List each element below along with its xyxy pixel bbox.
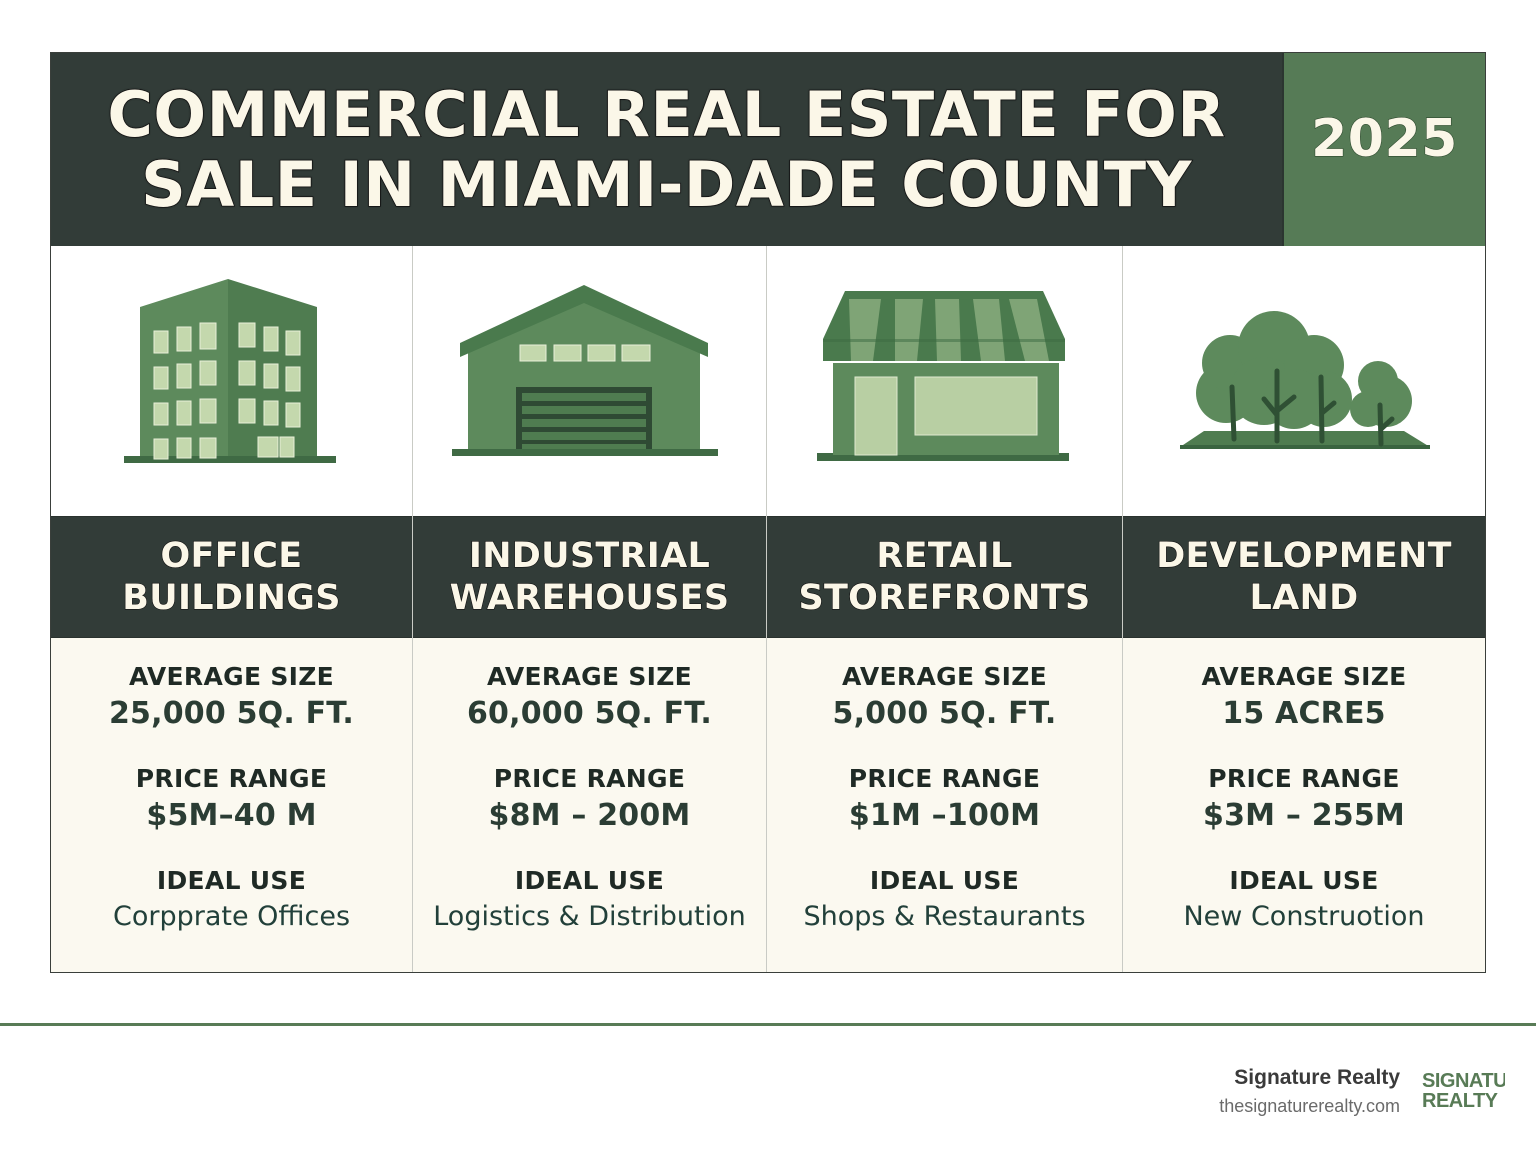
ideal-use-value: New Construotion [1183, 901, 1425, 932]
logo-line-2: REALTY [1422, 1090, 1498, 1112]
category-name: INDUSTRIAL WAREHOUSES [413, 516, 766, 638]
title-line-1: COMMERCIAL REAL ESTATE FOR [107, 77, 1226, 151]
category-name: DEVELOPMENT LAND [1123, 516, 1485, 638]
average-size-value: 15 ACRE5 [1222, 696, 1386, 731]
category-retail: RETAIL STOREFRONTS AVERAGE SIZE 5,000 5Q… [767, 246, 1123, 972]
average-size-label: AVERAGE SIZE [486, 662, 693, 691]
category-name: RETAIL STOREFRONTS [767, 516, 1122, 638]
category-land: DEVELOPMENT LAND AVERAGE SIZE 15 ACRE5 P… [1123, 246, 1485, 972]
title-line-2: SALE IN MIAMI-DADE COUNTY [140, 147, 1192, 221]
warehouse-icon [451, 285, 718, 456]
title-box: COMMERCIAL REAL ESTATE FOR SALE IN MIAMI… [51, 53, 1284, 246]
category-name-line-1: OFFICE [160, 535, 303, 576]
category-name-line-2: WAREHOUSES [449, 577, 730, 618]
category-name-line-2: LAND [1249, 577, 1359, 618]
price-range-label: PRICE RANGE [1208, 764, 1400, 793]
average-size-label: AVERAGE SIZE [128, 662, 335, 691]
average-size-label: AVERAGE SIZE [1201, 662, 1407, 691]
footer-brand: Signature Realty thesignaturerealty.com [1219, 1064, 1400, 1120]
category-details: AVERAGE SIZE 25,000 5Q. FT. PRICE RANGE … [51, 638, 412, 972]
icon-area [51, 246, 412, 516]
ideal-use-value: Logistics & Distribution [433, 901, 746, 932]
header-band: COMMERCIAL REAL ESTATE FOR SALE IN MIAMI… [51, 53, 1485, 246]
category-name-line-2: STOREFRONTS [798, 577, 1091, 618]
price-range-value: $8M – 200M [488, 798, 691, 833]
category-details: AVERAGE SIZE 15 ACRE5 PRICE RANGE $3M – … [1123, 638, 1485, 972]
company-url[interactable]: thesignaturerealty.com [1219, 1096, 1400, 1116]
category-office: OFFICE BUILDINGS AVERAGE SIZE 25,000 5Q.… [51, 246, 413, 972]
ideal-use-label: IDEAL USE [514, 866, 665, 895]
price-range-value: $3M – 255M [1203, 798, 1405, 833]
price-range-value: $5M–40 M [146, 798, 317, 833]
ideal-use-label: IDEAL USE [156, 866, 307, 895]
storefront-icon [816, 291, 1069, 461]
category-name-line-2: BUILDINGS [122, 577, 341, 618]
year-label: 2025 [1311, 108, 1458, 169]
average-size-value: 25,000 5Q. FT. [108, 696, 355, 731]
category-columns: OFFICE BUILDINGS AVERAGE SIZE 25,000 5Q.… [51, 246, 1485, 972]
infographic-card: COMMERCIAL REAL ESTATE FOR SALE IN MIAMI… [50, 52, 1486, 973]
price-range-value: $1M –100M [848, 798, 1041, 833]
category-name-line-1: INDUSTRIAL [468, 535, 711, 576]
icon-area [1123, 246, 1485, 516]
ideal-use-label: IDEAL USE [1229, 866, 1379, 895]
category-industrial: INDUSTRIAL WAREHOUSES AVERAGE SIZE 60,00… [413, 246, 767, 972]
price-range-label: PRICE RANGE [135, 764, 328, 793]
category-details: AVERAGE SIZE 5,000 5Q. FT. PRICE RANGE $… [767, 638, 1122, 972]
icon-area [413, 246, 766, 516]
average-size-value: 60,000 5Q. FT. [466, 696, 713, 731]
category-name-line-1: DEVELOPMENT [1156, 535, 1453, 576]
icon-area [767, 246, 1122, 516]
category-name: OFFICE BUILDINGS [51, 516, 412, 638]
average-size-label: AVERAGE SIZE [841, 662, 1048, 691]
price-range-label: PRICE RANGE [848, 764, 1041, 793]
category-name-line-1: RETAIL [876, 535, 1013, 576]
average-size-value: 5,000 5Q. FT. [832, 696, 1057, 731]
office-building-icon [123, 279, 336, 463]
company-name: Signature Realty [1234, 1066, 1400, 1089]
ideal-use-label: IDEAL USE [869, 866, 1020, 895]
category-details: AVERAGE SIZE 60,000 5Q. FT. PRICE RANGE … [413, 638, 766, 972]
year-box: 2025 [1284, 53, 1485, 246]
footer-divider [0, 1023, 1536, 1026]
price-range-label: PRICE RANGE [493, 764, 686, 793]
trees-land-icon [1180, 311, 1430, 449]
ideal-use-value: Shops & Restaurants [803, 901, 1086, 932]
ideal-use-value: Corpprate Offices [112, 901, 351, 932]
